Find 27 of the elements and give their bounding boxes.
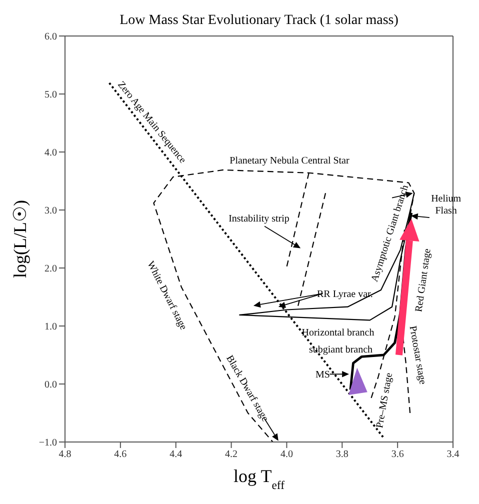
x-tick-label: 4.6: [114, 449, 127, 460]
x-tick-label: 3.6: [391, 449, 404, 460]
x-tick-label: 3.8: [336, 449, 348, 460]
annotation: Pre–MS stage: [374, 371, 396, 429]
annotation: Protostar stage: [406, 325, 428, 386]
y-tick-label: 1.0: [44, 322, 57, 333]
x-tick-label: 4.8: [58, 449, 72, 460]
y-tick-label: 2.0: [44, 264, 57, 275]
y-tick-label: 6.0: [44, 32, 57, 43]
annotation: Red Giant stage: [414, 247, 434, 313]
annotation: Horizontal branch: [302, 327, 374, 338]
chart-title: Low Mass Star Evolutionary Track (1 solar mass): [120, 13, 399, 28]
annotation: Instability strip: [228, 214, 290, 225]
x-tick-label: 4.4: [170, 449, 182, 460]
annotation: MS: [316, 370, 330, 381]
y-axis-title: log(L/L☉): [10, 200, 30, 278]
x-tick-label: 4.2: [225, 449, 238, 460]
y-tick-label: 4.0: [44, 148, 57, 159]
y-tick-label: 5.0: [44, 90, 57, 101]
y-tick-label: 0.0: [44, 380, 57, 391]
x-tick-label: 4.0: [280, 449, 293, 460]
annotation: subgiant branch: [308, 344, 373, 356]
x-axis-title: log T$_{eff}$: [234, 466, 285, 492]
annotation: Planetary Nebula Central Star: [230, 156, 350, 167]
y-tick-label: −1.0: [38, 438, 57, 449]
y-tick-label: 3.0: [44, 206, 57, 217]
x-tick-label: 3.4: [446, 449, 460, 460]
